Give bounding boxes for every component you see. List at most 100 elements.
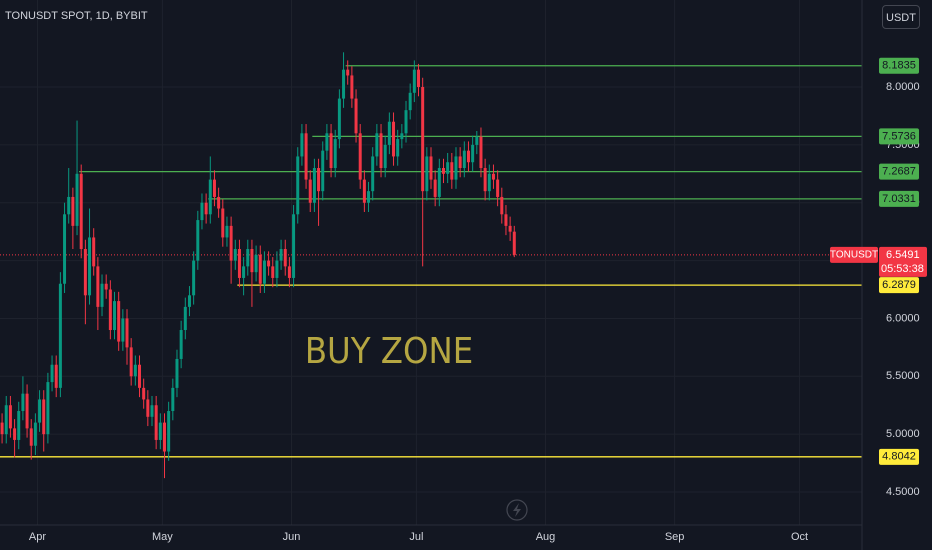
candle-body xyxy=(183,306,187,331)
candle-body xyxy=(417,69,421,88)
y-tick-label: 5.0000 xyxy=(886,428,920,440)
candle-body xyxy=(113,301,117,331)
candle-body xyxy=(383,144,387,169)
level-label-box xyxy=(879,277,919,294)
candle-body xyxy=(50,364,54,383)
candle-body xyxy=(129,347,133,377)
candle-body xyxy=(475,136,479,145)
candle-body xyxy=(250,249,254,273)
last-price-box xyxy=(879,246,927,277)
candle-body xyxy=(387,121,391,145)
candle-body xyxy=(333,139,337,169)
candle-body xyxy=(404,110,408,134)
candle-body xyxy=(108,289,112,331)
candle-body xyxy=(237,249,241,278)
candle-body xyxy=(496,179,500,197)
candle-body xyxy=(63,214,67,284)
candle-body xyxy=(471,144,475,163)
candle-body xyxy=(25,393,29,429)
levels xyxy=(0,65,862,458)
candle-body xyxy=(458,156,462,169)
candle-body xyxy=(379,133,383,169)
candle-body xyxy=(371,156,375,192)
level-label: 7.0331 xyxy=(882,193,916,205)
candle-body xyxy=(267,260,271,267)
candle-body xyxy=(283,249,287,267)
candle-body xyxy=(437,168,441,197)
level-label-box xyxy=(879,57,919,74)
candle-body xyxy=(462,150,466,169)
grid xyxy=(0,0,862,525)
candle-body xyxy=(187,295,191,307)
candle-body xyxy=(79,173,83,250)
candle-body xyxy=(133,364,137,377)
candle-body xyxy=(192,260,196,296)
candle-body xyxy=(346,69,350,76)
currency-button[interactable]: USDT xyxy=(882,5,920,29)
y-tick-label: 8.0000 xyxy=(886,81,920,93)
symbol-label-box xyxy=(830,246,878,263)
level-label-box xyxy=(879,190,919,207)
level-label: 7.2687 xyxy=(882,166,916,178)
candle-body xyxy=(0,422,4,435)
replay-icon[interactable] xyxy=(506,499,528,521)
candle-body xyxy=(229,225,233,261)
candle-body xyxy=(104,283,108,290)
x-tick-label: Sep xyxy=(665,531,685,543)
axes: 4.50005.00005.50006.00006.50007.00007.50… xyxy=(29,57,927,543)
candle-body xyxy=(446,162,450,174)
chart-title: TONUSDT SPOT, 1D, BYBIT xyxy=(5,10,148,22)
candle-body xyxy=(162,422,166,452)
candle-body xyxy=(271,266,275,278)
candle-body xyxy=(233,249,237,261)
candle-body xyxy=(146,399,150,417)
candle-body xyxy=(154,405,158,440)
candle-body xyxy=(167,411,171,452)
candle-body xyxy=(196,220,200,261)
candle-body xyxy=(337,98,341,140)
x-tick-label: Oct xyxy=(791,531,808,543)
candle-body xyxy=(508,225,512,232)
candle-body xyxy=(400,133,404,140)
candle-body xyxy=(292,214,296,278)
candle-body xyxy=(75,173,79,226)
candle-body xyxy=(246,249,250,267)
x-tick-label: May xyxy=(152,531,173,543)
candle-body xyxy=(17,411,21,440)
candle-body xyxy=(491,173,495,180)
symbol-label: TONUSDT xyxy=(830,250,878,261)
candle-body xyxy=(13,428,17,440)
candle-body xyxy=(204,202,208,215)
level-label-box xyxy=(879,128,919,145)
candle-body xyxy=(317,168,321,192)
candle-body xyxy=(262,260,266,284)
candle-body xyxy=(179,330,183,359)
y-tick-label: 5.5000 xyxy=(886,370,920,382)
candle-body xyxy=(254,254,258,273)
candle-body xyxy=(454,156,458,180)
candle-body xyxy=(367,191,371,203)
level-label: 6.2879 xyxy=(882,279,916,291)
candle-body xyxy=(221,208,225,238)
candle-body xyxy=(450,162,454,180)
candle-body xyxy=(42,399,46,435)
candle-body xyxy=(362,179,366,203)
level-label-box xyxy=(879,448,919,465)
candle-body xyxy=(212,179,216,197)
candle-body xyxy=(421,87,425,192)
candle-body xyxy=(275,260,279,278)
x-tick-label: Apr xyxy=(29,531,46,543)
annotation: BUY ZONE xyxy=(305,331,473,372)
candle-body xyxy=(296,156,300,215)
candle-body xyxy=(342,69,346,99)
candle-body xyxy=(138,364,142,388)
candle-body xyxy=(21,393,25,412)
candle-body xyxy=(350,75,354,99)
candle-body xyxy=(100,283,104,307)
candle-body xyxy=(479,136,483,169)
candle-body xyxy=(88,237,92,296)
candle-body xyxy=(329,133,333,169)
